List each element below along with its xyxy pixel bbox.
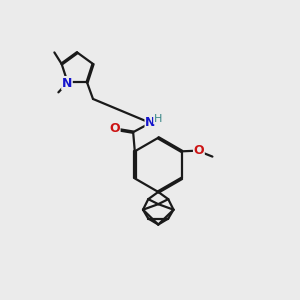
Text: N: N: [62, 76, 72, 90]
Text: O: O: [194, 144, 204, 157]
Text: O: O: [109, 122, 120, 135]
Text: N: N: [145, 116, 155, 129]
Text: H: H: [153, 114, 162, 124]
